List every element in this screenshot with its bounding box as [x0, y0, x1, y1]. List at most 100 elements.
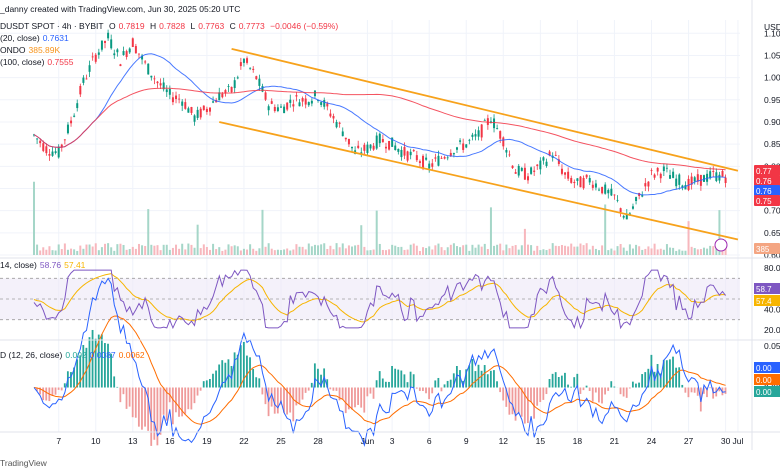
candle-body: [292, 104, 295, 107]
candle-body: [622, 215, 625, 218]
volume-tag-label: 385: [756, 245, 770, 254]
volume-bar: [202, 244, 205, 255]
macd-histogram-bar: [82, 344, 85, 388]
macd-histogram-bar: [477, 364, 480, 388]
volume-bar: [181, 243, 184, 255]
macd-histogram-bar: [202, 381, 205, 388]
macd-histogram-bar: [218, 364, 221, 388]
volume-bar: [224, 249, 227, 255]
volume-bar: [641, 249, 644, 255]
symbol-ohlc-legend[interactable]: DUSDT SPOT · 4h · BYBIT O 0.7819 H 0.7828 …: [0, 21, 341, 31]
volume-bar: [162, 244, 165, 255]
volume-bar: [601, 245, 604, 255]
volume-bar: [119, 243, 122, 255]
macd-histogram-bar: [242, 341, 245, 388]
macd-histogram-bar: [465, 369, 468, 388]
volume-bar: [613, 250, 616, 255]
candle-body: [338, 122, 341, 124]
volume-bar: [422, 247, 425, 255]
price-tick-label: 1.05: [764, 50, 780, 60]
macd-histogram-bar: [144, 387, 146, 427]
volume-bar: [110, 247, 113, 255]
macd-histogram-bar: [304, 387, 307, 393]
macd-histogram-bar: [381, 378, 384, 388]
macd-tick-label: 0.05: [764, 341, 780, 351]
volume-bar: [418, 250, 421, 255]
macd-histogram-bar: [527, 387, 529, 424]
macd-histogram-bar: [63, 383, 66, 388]
volume-bar: [434, 245, 437, 255]
time-tick-label: Jun: [361, 436, 375, 446]
high-label: H: [149, 21, 157, 31]
macd-histogram-bar: [397, 369, 400, 388]
volume-bar: [221, 250, 224, 255]
candle-body: [483, 119, 486, 121]
macd-histogram-bar: [150, 387, 153, 446]
macd-histogram-bar: [471, 359, 474, 388]
volume-bar: [635, 244, 638, 255]
rsi-tag-label: 58.7: [756, 285, 772, 294]
volume-bar: [573, 246, 576, 255]
macd-histogram-bar: [276, 387, 279, 414]
ma20-line: [33, 53, 726, 196]
macd-histogram-bar: [332, 387, 335, 391]
macd-legend[interactable]: D (12, 26, close) 0.002 0.0087 0.0062: [0, 350, 148, 360]
candle-body: [459, 140, 462, 142]
price-tick-label: 0.95: [764, 95, 780, 105]
candle-body: [221, 93, 224, 98]
macd-histogram-bar: [610, 381, 613, 388]
volume-bar: [496, 244, 499, 255]
volume-bar: [465, 244, 468, 255]
macd-tag-box: [754, 362, 780, 373]
volume-bar: [116, 244, 119, 255]
ma20-legend[interactable]: (20, close) 0.7631: [0, 33, 72, 43]
candle-body: [607, 189, 610, 194]
macd-histogram-bar: [335, 387, 338, 391]
candle-body: [440, 157, 443, 159]
ma100-legend[interactable]: (100, close) 0.7555: [0, 57, 76, 67]
volume-value: 385.89K: [28, 45, 61, 55]
volume-bar: [378, 243, 381, 255]
time-tick-label: 6: [427, 436, 432, 446]
volume-bar: [100, 247, 103, 255]
candle-body: [76, 103, 79, 109]
high-value: 0.7828: [159, 21, 186, 31]
candle-body: [82, 77, 85, 83]
macd-histogram-bar: [489, 370, 492, 388]
macd-histogram-bar: [724, 387, 727, 394]
volume-bar: [415, 245, 418, 255]
time-tick-label: 25: [276, 436, 286, 446]
candle-body: [351, 146, 354, 149]
candle-body: [366, 144, 369, 153]
volume-bar: [483, 243, 486, 255]
macd-histogram-bar: [110, 353, 112, 388]
macd-histogram-bar: [678, 367, 681, 388]
rsi-legend[interactable]: 14, close) 58.76 57.41: [0, 260, 88, 270]
macd-histogram-bar: [215, 370, 217, 388]
volume-bar: [295, 244, 298, 255]
candle-body: [496, 128, 499, 130]
volume-bar: [218, 247, 221, 255]
candle-body: [190, 107, 193, 113]
volume-bar: [63, 243, 66, 255]
macd-signal-line: [33, 315, 726, 425]
macd-histogram-bar: [449, 379, 452, 388]
candle-body: [480, 124, 483, 138]
volume-bar: [344, 248, 347, 255]
macd-signal-value: 0.0062: [118, 350, 145, 360]
price-currency-label: USD: [764, 22, 780, 32]
macd-histogram-bar: [446, 380, 449, 388]
time-tick-label: 19: [202, 436, 212, 446]
volume-bar: [557, 246, 560, 255]
volume-bar: [369, 250, 372, 255]
volume-bar: [304, 249, 307, 255]
candle-body: [452, 153, 455, 155]
volume-label: ONDO: [0, 45, 26, 55]
time-tick-label: 22: [239, 436, 249, 446]
candle-body: [178, 98, 181, 100]
candle-body: [344, 137, 347, 140]
candle-body: [548, 151, 551, 156]
volume-legend[interactable]: ONDO 385.89K: [0, 45, 63, 55]
volume-bar: [564, 245, 567, 255]
